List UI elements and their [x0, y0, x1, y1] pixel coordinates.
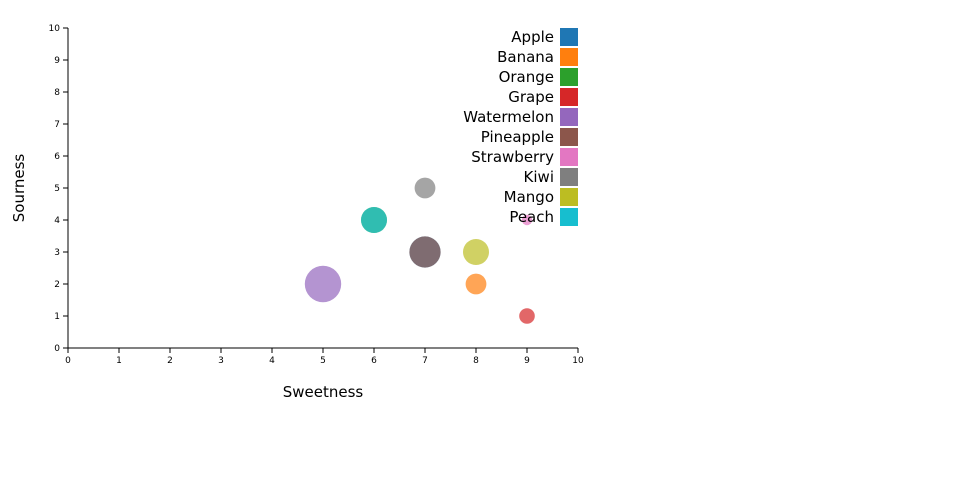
legend-label: Banana	[497, 48, 554, 66]
legend-label: Peach	[509, 208, 554, 226]
y-tick-label: 0	[54, 344, 60, 354]
legend-item: Kiwi	[524, 168, 578, 186]
legend-swatch	[560, 88, 578, 106]
y-tick-label: 6	[54, 152, 60, 162]
x-axis-title: Sweetness	[283, 383, 364, 401]
x-tick-label: 5	[320, 356, 326, 366]
x-tick-label: 7	[422, 356, 428, 366]
y-tick-label: 3	[54, 248, 60, 258]
legend-swatch	[560, 48, 578, 66]
legend-label: Watermelon	[463, 108, 554, 126]
y-tick-label: 8	[54, 88, 60, 98]
x-tick-label: 9	[524, 356, 530, 366]
bubble-strawberry	[521, 214, 533, 226]
legend-item: Peach	[509, 208, 578, 226]
bubble-peach	[361, 207, 387, 233]
y-tick-label: 2	[54, 280, 60, 290]
y-tick-label: 5	[54, 184, 60, 194]
legend-swatch	[560, 28, 578, 46]
bubble-watermelon	[304, 265, 342, 303]
x-axis: 0 1 2 3 4 5 6 7 8 9 10	[65, 347, 584, 366]
y-tick-label: 10	[49, 24, 61, 34]
bubble-kiwi	[414, 177, 436, 199]
legend-swatch	[560, 168, 578, 186]
legend-swatch	[560, 128, 578, 146]
legend-label: Kiwi	[524, 168, 554, 186]
legend-item: Apple	[511, 28, 578, 46]
legend-swatch	[560, 148, 578, 166]
x-tick-label: 6	[371, 356, 377, 366]
y-tick-label: 9	[54, 56, 60, 66]
legend-item: Watermelon	[463, 108, 578, 126]
bubble-pineapple	[409, 236, 441, 268]
legend-label: Grape	[508, 88, 554, 106]
legend-label: Mango	[504, 188, 554, 206]
legend-item: Grape	[508, 88, 578, 106]
y-axis-title: Sourness	[10, 154, 28, 223]
legend: Apple Banana Orange Grape Watermelon Pineappl…	[463, 28, 578, 226]
legend-label: Apple	[511, 28, 554, 46]
legend-swatch	[560, 68, 578, 86]
x-tick-label: 4	[269, 356, 275, 366]
legend-swatch	[560, 188, 578, 206]
bubble-mango	[463, 239, 489, 265]
legend-label: Pineapple	[481, 128, 554, 146]
legend-label: Strawberry	[471, 148, 554, 166]
bubble-grape	[519, 308, 535, 324]
legend-item: Mango	[504, 188, 578, 206]
legend-label: Orange	[499, 68, 554, 86]
x-tick-label: 8	[473, 356, 479, 366]
bubble-banana	[465, 273, 487, 295]
x-tick-label: 3	[218, 356, 224, 366]
y-tick-label: 7	[54, 120, 60, 130]
legend-swatch	[560, 108, 578, 126]
y-tick-label: 4	[54, 216, 60, 226]
legend-item: Pineapple	[481, 128, 578, 146]
x-tick-label: 0	[65, 356, 71, 366]
legend-item: Strawberry	[471, 148, 578, 166]
bubble-layer	[304, 177, 535, 324]
x-tick-label: 1	[116, 356, 122, 366]
y-axis: 0 1 2 3 4 5 6 7 8 9 10	[49, 24, 69, 354]
legend-item: Banana	[497, 48, 578, 66]
legend-item: Orange	[499, 68, 578, 86]
x-tick-label: 2	[167, 356, 173, 366]
legend-swatch	[560, 208, 578, 226]
y-tick-label: 1	[54, 312, 60, 322]
x-tick-label: 10	[572, 356, 584, 366]
